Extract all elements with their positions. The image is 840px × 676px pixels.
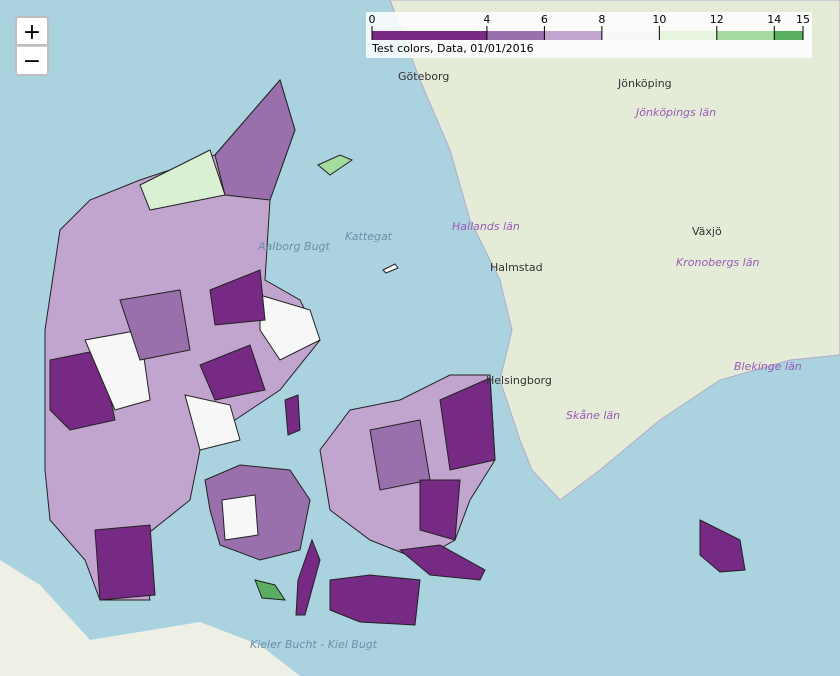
legend: Test colors, Data, 01/01/2016 0 4 6 8 10 12 14… — [366, 12, 812, 58]
region-aero — [254, 579, 286, 601]
place-labels: Göteborg Jönköping Jönköpings län Hallan… — [250, 70, 802, 651]
region-label: Hallands län — [452, 220, 520, 233]
region — [259, 294, 321, 361]
city-label: Halmstad — [490, 261, 543, 274]
zoom-out-button[interactable]: − — [15, 46, 49, 76]
legend-swatch — [716, 31, 775, 40]
region — [209, 269, 266, 326]
region-falster — [398, 544, 486, 581]
region-label: Kronobergs län — [676, 256, 759, 269]
region — [94, 524, 156, 601]
legend-tick-label: 10 — [652, 13, 666, 26]
legend-swatch — [659, 31, 717, 40]
region-anholt — [317, 154, 354, 176]
region-label: Jönköpings län — [634, 106, 716, 119]
legend-title: Test colors, Data, 01/01/2016 — [371, 42, 534, 55]
region-label: Blekinge län — [734, 360, 802, 373]
legend-tick-label: 0 — [369, 13, 376, 26]
region-bornholm — [699, 519, 746, 573]
region-label: Skåne län — [566, 409, 620, 422]
legend-tick-label: 15 — [796, 13, 810, 26]
region-langeland — [295, 538, 321, 616]
city-label: Växjö — [692, 225, 722, 238]
region — [221, 494, 259, 541]
regions — [44, 78, 746, 626]
zoom-in-button[interactable]: + — [15, 16, 49, 46]
land-sweden — [389, 0, 840, 501]
sea-label: Kieler Bucht - Kiel Bugt — [250, 638, 378, 651]
region-lolland — [329, 574, 421, 626]
legend-tick-label: 6 — [541, 13, 548, 26]
legend-swatch — [774, 31, 803, 40]
region — [419, 479, 461, 541]
city-label: Helsingborg — [486, 374, 552, 387]
region — [184, 394, 241, 451]
legend-swatch — [544, 31, 602, 40]
land-germany — [0, 560, 300, 676]
region — [214, 78, 296, 201]
legend-tick-label: 4 — [483, 13, 490, 26]
city-label: Göteborg — [398, 70, 449, 83]
sea-label: Kattegat — [345, 230, 393, 243]
region-samso — [284, 394, 301, 436]
legend-swatch — [486, 31, 545, 40]
region — [199, 344, 266, 401]
legend-swatch — [601, 31, 660, 40]
region-laeso — [382, 263, 399, 274]
legend-tick-label: 14 — [767, 13, 781, 26]
region — [119, 289, 191, 361]
legend-swatch — [372, 31, 487, 40]
city-label: Jönköping — [617, 77, 672, 90]
region — [439, 377, 496, 471]
sea-label: Aalborg Bugt — [257, 240, 331, 253]
legend-tick-label: 8 — [598, 13, 605, 26]
region — [84, 329, 151, 411]
region-funen — [204, 464, 311, 561]
legend-tick-label: 12 — [710, 13, 724, 26]
